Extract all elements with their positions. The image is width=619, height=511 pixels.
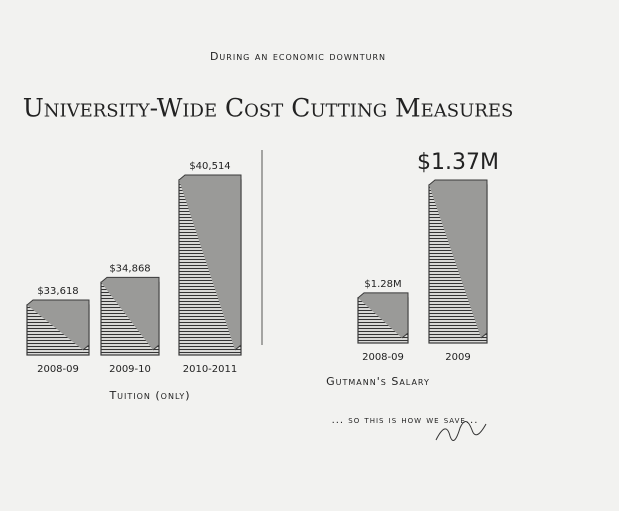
bar-cap [428,179,488,339]
bar-cap [178,174,242,351]
value-label: $1.37M [417,150,499,175]
x-tick-label: 2010-2011 [183,364,238,375]
x-tick-label: 2009-10 [109,364,151,375]
signature [435,421,487,441]
value-label: $33,618 [37,286,78,297]
page-title: University-Wide Cost Cutting Measures [23,94,514,123]
bar-cap [100,276,160,351]
x-axis-label: Gutmann's Salary [326,375,430,388]
x-axis-label: Tuition (only) [108,389,190,402]
x-tick-label: 2009 [445,352,470,363]
kicker: During an economic downturn [210,50,386,63]
value-label: $34,868 [109,263,150,274]
value-label: $1.28M [364,279,401,290]
x-tick-label: 2008-09 [362,352,404,363]
bar-cap [357,292,409,339]
bar-cap [26,299,90,351]
value-label: $40,514 [189,161,230,172]
x-tick-label: 2008-09 [37,364,79,375]
caption: ... so this is how we save... [332,415,479,426]
